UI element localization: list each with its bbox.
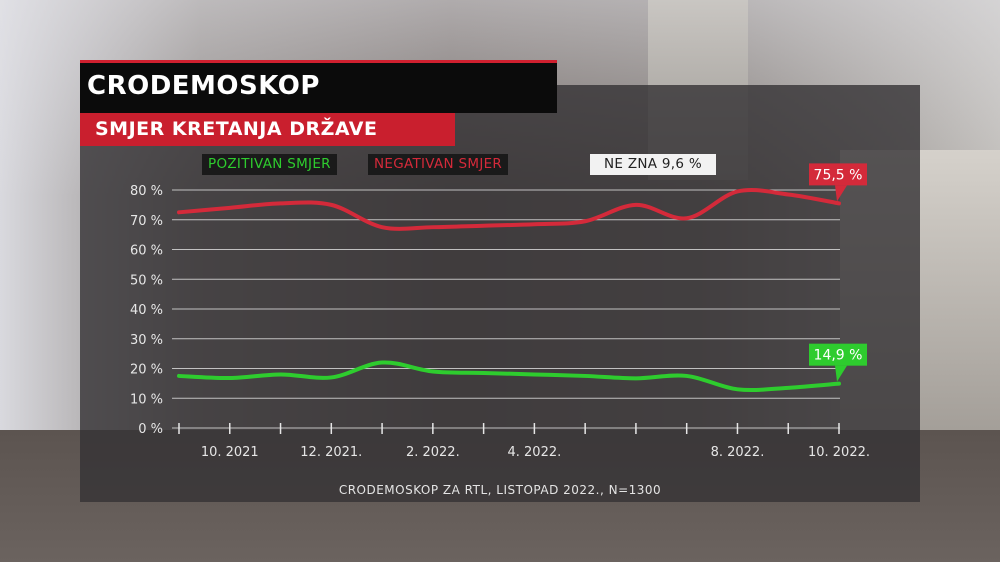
end-label-pointer-positive <box>835 365 847 382</box>
x-tick-label: 2. 2022. <box>406 445 460 460</box>
series-line-positive <box>177 360 841 393</box>
y-tick-label: 80 % <box>130 184 163 199</box>
end-label-pointer-negative <box>835 185 847 202</box>
x-tick-label: 12. 2021. <box>300 445 362 460</box>
page-title: CRODEMOSKOP <box>87 71 320 101</box>
series-line-negative <box>177 188 841 231</box>
title-bar <box>80 60 557 113</box>
y-tick-label: 10 % <box>130 392 163 407</box>
x-tick-label: 8. 2022. <box>711 445 765 460</box>
subtitle-bar <box>80 113 455 146</box>
end-label-negative: 75,5 % <box>814 167 863 183</box>
x-tick-label: 10. 2021 <box>201 445 259 460</box>
x-tick-label: 4. 2022. <box>508 445 562 460</box>
end-label-box-negative <box>809 163 867 186</box>
source-note: CRODEMOSKOP ZA RTL, LISTOPAD 2022., N=13… <box>338 483 662 497</box>
y-tick-label: 70 % <box>130 214 163 229</box>
legend-negative: NEGATIVAN SMJER <box>368 154 509 175</box>
end-label-box-positive <box>809 343 867 366</box>
legend-positive: POZITIVAN SMJER <box>202 154 337 175</box>
page-subtitle: SMJER KRETANJA DRŽAVE <box>95 118 378 140</box>
x-tick-label: 10. 2022. <box>808 445 870 460</box>
y-tick-label: 0 % <box>138 422 163 437</box>
end-label-positive: 14,9 % <box>814 348 863 364</box>
y-tick-label: 40 % <box>130 303 163 318</box>
legend-unknown: NE ZNA 9,6 % <box>590 154 716 175</box>
y-tick-label: 20 % <box>130 363 163 378</box>
y-tick-label: 50 % <box>130 273 163 288</box>
y-tick-label: 60 % <box>130 244 163 259</box>
y-tick-label: 30 % <box>130 333 163 348</box>
